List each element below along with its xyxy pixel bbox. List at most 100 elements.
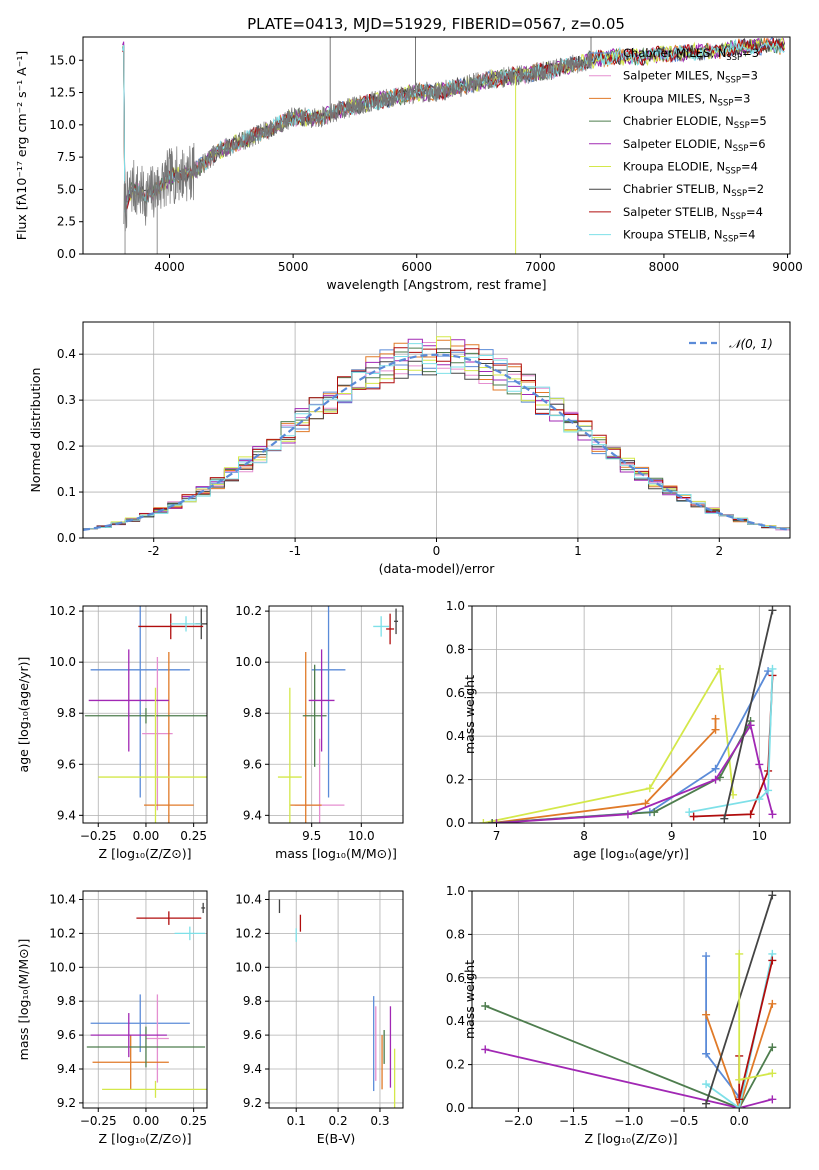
x-tick-label: 0.0: [730, 1114, 749, 1128]
x-axis-label: E(B-V): [317, 1131, 356, 1146]
y-tick-label: 0.4: [446, 729, 465, 743]
legend-subscript: SSP: [725, 76, 741, 86]
legend-label: Kroupa STELIB, N: [623, 228, 723, 242]
x-tick-label: 4000: [154, 260, 185, 274]
normal-curve: [83, 353, 790, 531]
y-tick-label: 0.6: [446, 971, 465, 985]
x-tick-label: 0: [433, 544, 441, 558]
weight-marker: [702, 1049, 711, 1058]
weight-marker: [768, 891, 777, 900]
plot-area: [277, 606, 399, 823]
x-tick-label: −2.0: [504, 1114, 533, 1128]
y-tick-label: 10.4: [49, 892, 76, 906]
x-axis-label: age [log₁₀(age/yr)]: [573, 846, 689, 861]
x-tick-label: 5000: [278, 260, 309, 274]
weight-line: [689, 668, 774, 813]
y-tick-label: 9.6: [243, 1028, 262, 1042]
weight-marker: [735, 1075, 744, 1084]
weight-marker: [702, 1080, 711, 1089]
y-tick-label: 9.8: [57, 706, 76, 720]
legend-subscript: SSP: [734, 121, 750, 131]
plot-area: [278, 899, 396, 1108]
axes-frame: [82, 890, 208, 1109]
x-tick-label: 0.2: [329, 1114, 348, 1128]
weight-marker: [735, 949, 744, 958]
x-tick-label: 1: [574, 544, 582, 558]
x-tick-label: 10: [752, 829, 767, 843]
x-tick-label: 0.25: [180, 1114, 207, 1128]
y-tick-label: 0.3: [57, 393, 76, 407]
weight-marker: [689, 812, 698, 821]
y-tick-label: 10.0: [235, 960, 262, 974]
weight-line: [496, 723, 774, 823]
y-tick-label: 0.2: [446, 1058, 465, 1072]
weight-marker: [764, 786, 773, 795]
y-tick-label: 0.2: [446, 773, 465, 787]
plot-area: [481, 891, 777, 1108]
weight-marker: [735, 1095, 744, 1104]
y-tick-label: 10.2: [49, 604, 76, 618]
y-tick-label: 10.4: [235, 892, 262, 906]
y-axis-label: mass weight: [462, 960, 477, 1039]
x-tick-label: 2: [715, 544, 723, 558]
weight-marker: [755, 795, 764, 804]
axes-frame: [471, 605, 791, 824]
y-tick-label: 9.8: [57, 994, 76, 1008]
weight-line: [723, 610, 774, 819]
legend-subscript: SSP: [731, 189, 747, 199]
y-tick-label: 0.0: [57, 247, 76, 261]
weight-marker: [768, 956, 777, 965]
legend-entry: 𝒩(0, 1): [729, 337, 773, 351]
y-tick-label: 0.8: [446, 927, 465, 941]
legend-entry: Chabrier ELODIE, NSSP=5: [623, 114, 767, 131]
weight-marker: [768, 1095, 777, 1104]
weight-marker: [715, 664, 724, 673]
weight-line: [483, 666, 734, 823]
y-axis-label: age [log₁₀(age/yr)]: [16, 657, 31, 773]
weight-line: [491, 718, 717, 823]
y-tick-label: 1.0: [446, 599, 465, 613]
x-tick-label: 7: [493, 829, 501, 843]
x-tick-label: 7000: [525, 260, 556, 274]
weight-line: [484, 1005, 774, 1108]
weight-line: [705, 1003, 774, 1108]
legend-tail: =3: [733, 91, 750, 105]
weight-marker: [768, 1043, 777, 1052]
y-tick-label: 5.0: [57, 182, 76, 196]
y-tick-label: 9.4: [57, 1062, 76, 1076]
weight-marker: [768, 999, 777, 1008]
x-tick-label: 0.3: [370, 1114, 389, 1128]
weight-marker: [768, 606, 777, 615]
weight-marker: [623, 810, 632, 819]
y-axis-label: mass [log₁₀(M/M⊙)]: [16, 939, 31, 1061]
x-tick-label: 8000: [649, 260, 680, 274]
y-tick-label: 9.6: [57, 757, 76, 771]
y-tick-label: 9.6: [57, 1028, 76, 1042]
legend-tail: =4: [738, 228, 755, 242]
legend-entry: Kroupa STELIB, NSSP=4: [623, 228, 755, 245]
y-tick-label: 0.1: [57, 485, 76, 499]
axes-frame: [82, 605, 208, 824]
mass-vs-metallicity-plot: −0.25 0.00 0.25 9.2 9.4 9.6 9.8 10.0 10.2 10.4 Z […: [16, 890, 208, 1146]
weight-marker: [685, 808, 694, 817]
legend-tail: =6: [749, 137, 766, 151]
legend-tail: =2: [747, 182, 764, 196]
x-axis-label: mass [log₁₀(M/M⊙)]: [275, 846, 397, 861]
age-vs-metallicity-plot: −0.25 0.00 0.25 9.4 9.6 9.8 10.0 10.2 Z [log₁₀(Z…: [16, 604, 208, 861]
x-axis-label: (data-model)/error: [379, 561, 496, 576]
x-axis-label: Z [log₁₀(Z/Z⊙)]: [585, 1131, 678, 1146]
legend-subscript: SSP: [726, 53, 742, 63]
weight-line: [492, 670, 769, 823]
weight-marker: [746, 810, 755, 819]
axes-frame: [471, 890, 791, 1109]
weight-marker: [702, 1010, 711, 1019]
weight-marker: [746, 721, 755, 730]
figure-title: PLATE=0413, MJD=51929, FIBERID=0567, z=0…: [247, 15, 625, 33]
legend-label: Kroupa MILES, N: [623, 91, 718, 105]
plot-area: [84, 606, 207, 823]
y-tick-label: 0.0: [57, 531, 76, 545]
y-tick-label: 0.2: [57, 439, 76, 453]
legend-label: Kroupa ELODIE, N: [623, 160, 725, 174]
y-tick-label: 10.0: [49, 118, 76, 132]
legend-entry: Chabrier STELIB, NSSP=2: [623, 182, 764, 199]
